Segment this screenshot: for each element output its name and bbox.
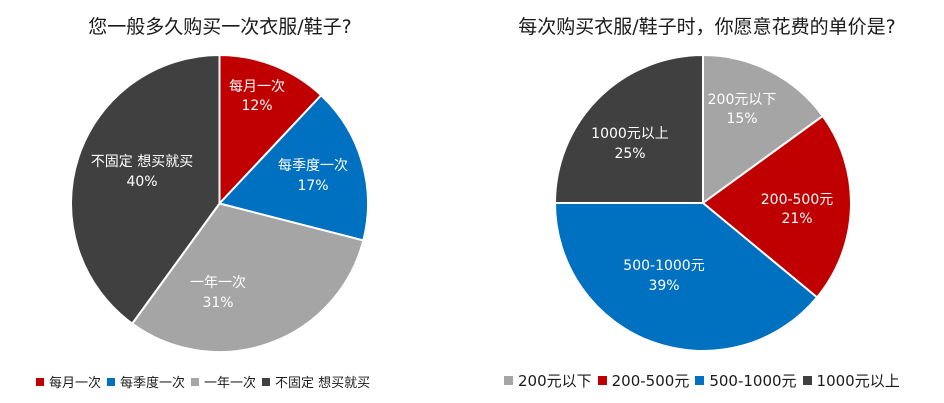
slice-label-1: 每季度一次 17% (278, 158, 348, 194)
pie-slice[interactable] (553, 202, 819, 352)
legend-item[interactable]: 1000元以上 (802, 370, 900, 391)
slice-label-2: 一年一次 31% (190, 275, 246, 311)
legend-swatch (191, 377, 200, 386)
svg-text:每月一次: 每月一次 (229, 79, 285, 95)
legend-label: 200元以下 (518, 372, 592, 390)
svg-text:12%: 12% (241, 98, 272, 114)
svg-text:25%: 25% (614, 146, 645, 162)
pie-slice[interactable] (70, 53, 221, 326)
pie-slice[interactable] (553, 53, 704, 204)
legend-label: 不固定 想买就买 (275, 376, 371, 391)
svg-text:200元以下: 200元以下 (708, 92, 777, 108)
legend-label: 每季度一次 (120, 376, 186, 391)
svg-text:15%: 15% (726, 111, 757, 127)
legend-swatch (36, 377, 44, 386)
svg-text:1000元以上: 1000元以上 (591, 126, 669, 142)
legend: 200元以下 200-500元 500-1000元 1000元以上 (504, 370, 906, 391)
legend-label: 500-1000元 (709, 372, 797, 390)
chart-title: 您一般多久购买一次衣服/鞋子? (88, 16, 352, 38)
pie-slices (553, 53, 852, 352)
legend-item[interactable]: 不固定 想买就买 (262, 372, 370, 391)
legend-item[interactable]: 每季度一次 (107, 372, 185, 391)
legend-label: 1000元以上 (816, 372, 900, 390)
svg-text:40%: 40% (126, 174, 157, 190)
legend-label: 每月一次 (49, 376, 102, 391)
legend-item[interactable]: 200元以下 (504, 370, 592, 391)
slice-label-1: 200-500元 21% (761, 192, 834, 227)
svg-text:31%: 31% (202, 295, 233, 311)
pie-slice[interactable] (701, 114, 852, 299)
legend-swatch (695, 376, 705, 385)
pie-slice[interactable] (217, 93, 369, 242)
legend-item[interactable]: 200-500元 (597, 370, 690, 391)
legend-label: 200-500元 (611, 372, 690, 390)
pie-chart: 每月一次 12% 每季度一次 17% 一年一次 31% 不固定 想买就买 40% (70, 53, 369, 353)
chart-unit-price: 每次购买衣服/鞋子时，你愿意花费的单价是? 200元以下 15% 200-500… (470, 0, 944, 403)
slice-label-0: 每月一次 12% (229, 79, 285, 114)
legend-item[interactable]: 500-1000元 (695, 370, 797, 391)
legend-swatch (262, 377, 271, 386)
legend-item[interactable]: 每月一次 (36, 372, 101, 391)
legend-swatch (597, 376, 607, 385)
legend-swatch (107, 377, 116, 386)
svg-text:17%: 17% (297, 178, 328, 194)
legend-swatch (802, 376, 812, 385)
svg-text:500-1000元: 500-1000元 (623, 258, 704, 274)
slice-label-3: 不固定 想买就买 40% (91, 154, 193, 190)
chart-purchase-frequency: 您一般多久购买一次衣服/鞋子? 每月一次 12% 每季度一次 17% 一年一次 … (0, 0, 470, 403)
slice-label-3: 1000元以上 25% (591, 126, 669, 162)
svg-text:39%: 39% (648, 278, 679, 294)
pie-slice[interactable] (218, 53, 323, 207)
svg-text:200-500元: 200-500元 (761, 192, 834, 208)
legend-swatch (504, 376, 513, 385)
chart-title: 每次购买衣服/鞋子时，你愿意花费的单价是? (518, 16, 896, 38)
slice-label-2: 500-1000元 39% (623, 258, 704, 294)
slice-label-0: 200元以下 15% (708, 92, 777, 127)
pie-slice[interactable] (702, 53, 825, 205)
pie-chart: 200元以下 15% 200-500元 21% 500-1000元 39% 10… (553, 53, 852, 352)
svg-text:不固定 想买就买: 不固定 想买就买 (91, 154, 193, 170)
svg-text:每季度一次: 每季度一次 (278, 158, 348, 174)
pie-slice[interactable] (130, 202, 365, 353)
pie-slices (70, 53, 369, 353)
svg-text:一年一次: 一年一次 (190, 275, 246, 291)
svg-text:21%: 21% (781, 211, 812, 227)
legend-item[interactable]: 一年一次 (191, 372, 256, 391)
legend-label: 一年一次 (204, 376, 257, 391)
legend: 每月一次 每季度一次 一年一次 不固定 想买就买 (36, 372, 376, 391)
